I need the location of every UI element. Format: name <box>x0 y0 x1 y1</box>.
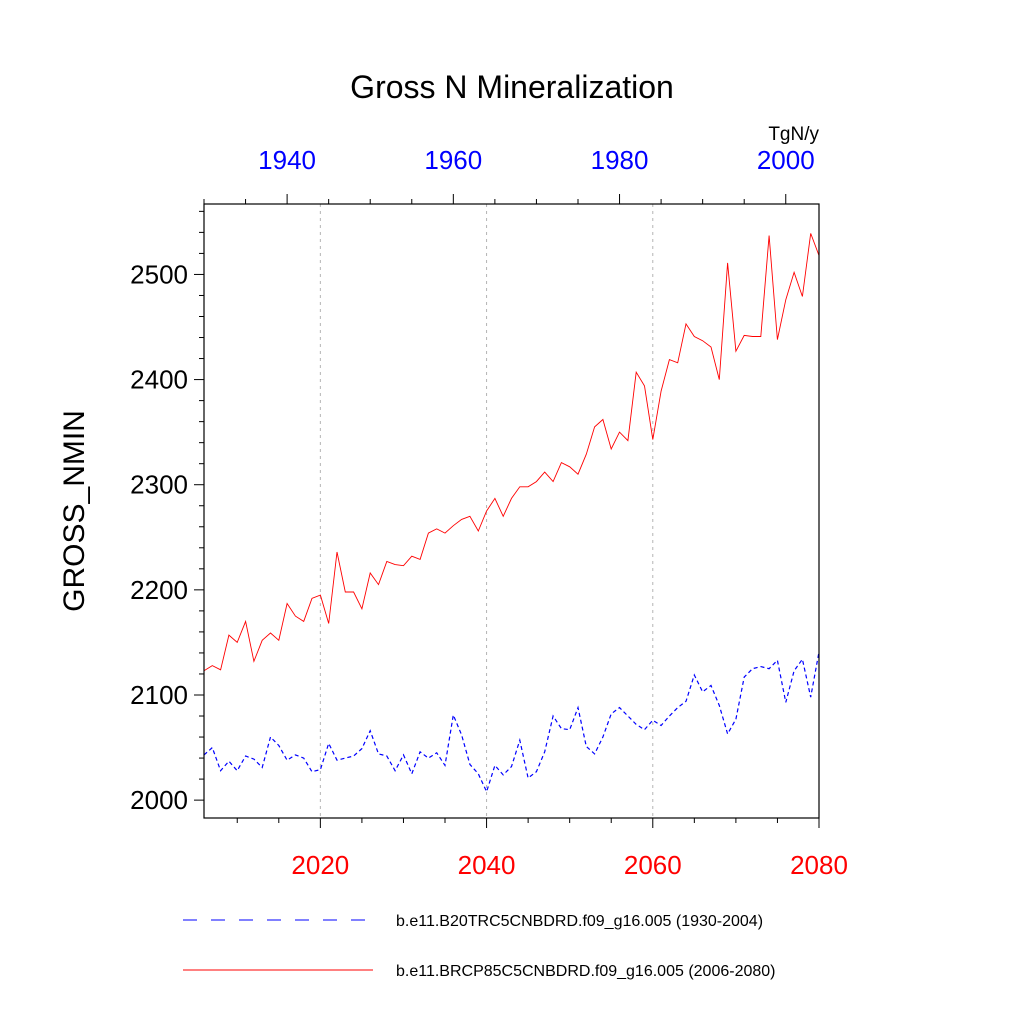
y-tick-label: 2500 <box>130 259 188 289</box>
y-tick-label: 2200 <box>130 575 188 605</box>
legend-label: b.e11.BRCP85C5CNBDRD.f09_g16.005 (2006-2… <box>396 963 775 980</box>
x-axis-bottom: 2020 2040 2060 2080 <box>236 818 848 880</box>
y-axis: 2000 2100 2200 2300 2400 2500 <box>130 210 204 815</box>
series-line-1 <box>203 233 820 672</box>
y-tick-label: 2300 <box>130 470 188 500</box>
x-top-tick-label: 1960 <box>424 145 482 175</box>
y-tick-label: 2400 <box>130 365 188 395</box>
x-axis-top: 1940 1960 1980 2000 <box>203 145 815 204</box>
y-axis-label: GROSS_NMIN <box>58 410 91 612</box>
x-bottom-tick-label: 2020 <box>291 850 349 880</box>
units-label: TgN/y <box>768 124 819 145</box>
x-top-tick-label: 2000 <box>757 145 815 175</box>
x-bottom-tick-label: 2060 <box>624 850 682 880</box>
legend-label: b.e11.B20TRC5CNBDRD.f09_g16.005 (1930-20… <box>396 913 763 930</box>
x-bottom-tick-label: 2080 <box>790 850 848 880</box>
x-top-tick-label: 1980 <box>591 145 649 175</box>
y-tick-label: 2000 <box>130 785 188 815</box>
x-top-tick-label: 1940 <box>258 145 316 175</box>
y-tick-label: 2100 <box>130 680 188 710</box>
chart-title: Gross N Mineralization <box>350 69 674 105</box>
x-bottom-tick-label: 2040 <box>458 850 516 880</box>
legend: b.e11.B20TRC5CNBDRD.f09_g16.005 (1930-20… <box>183 913 775 980</box>
plot-series <box>203 233 820 794</box>
series-line-2 <box>203 651 820 794</box>
plot-frame <box>203 203 820 819</box>
grid-lines <box>319 204 654 818</box>
